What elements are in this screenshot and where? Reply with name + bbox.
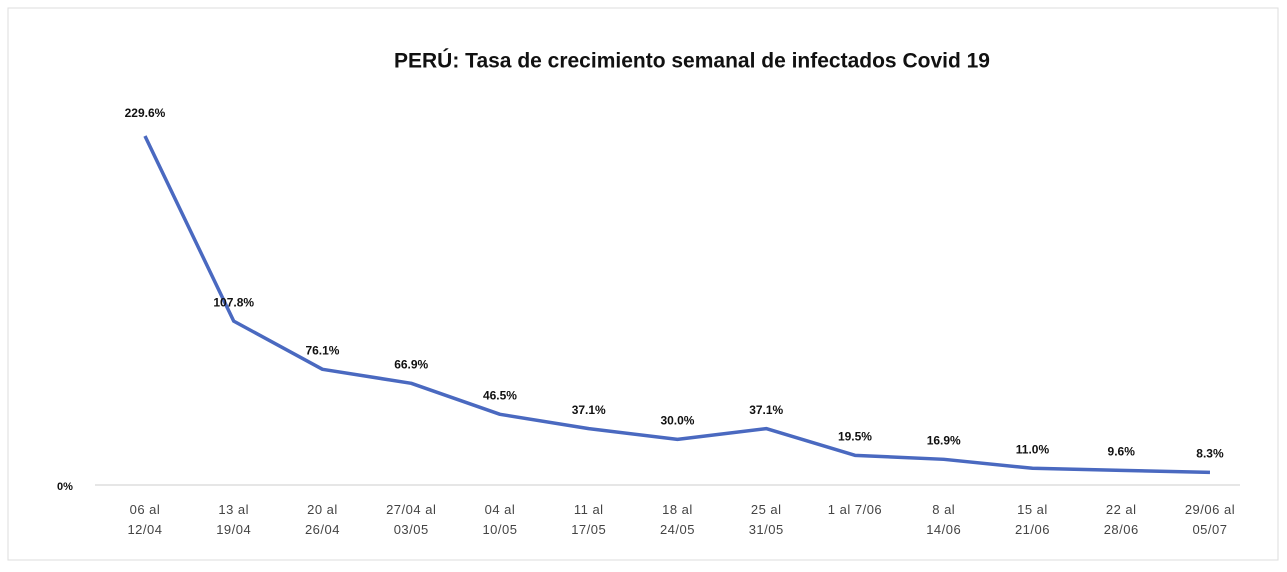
x-tick-label: 29/06 al 05/07 [1184,502,1236,537]
data-label: 76.1% [305,343,339,357]
data-label: 16.9% [927,433,961,447]
x-tick-label: 04 al 10/05 [482,502,518,537]
data-label: 107.8% [213,295,254,309]
data-label: 19.5% [838,430,872,444]
x-tick-label: 11 al 17/05 [571,502,607,537]
x-tick-label: 15 al 21/06 [1014,502,1050,537]
data-label: 8.3% [1196,447,1224,461]
data-label: 9.6% [1108,445,1136,459]
x-tick-label: 20 al 26/04 [304,502,340,537]
chart-border [7,7,1279,561]
x-tick-label: 22 al 28/06 [1103,502,1139,537]
x-tick-label: 25 al 31/05 [748,502,784,537]
data-label: 11.0% [1016,442,1050,456]
chart-title: PERÚ: Tasa de crecimiento semanal de inf… [394,49,990,73]
line [143,135,1211,475]
x-tick-label: 1 al 7/06 [827,502,883,517]
x-tick-label: 27/04 al 03/05 [386,502,437,537]
data-label: 229.6% [125,106,166,120]
x-tick-label: 8 al 14/06 [926,502,962,537]
data-label: 30.0% [660,414,694,428]
x-tick-label: 18 al 24/05 [659,502,695,537]
x-tick-label: 06 al 12/04 [127,502,163,537]
data-label: 37.1% [749,403,783,417]
data-label: 46.5% [483,388,517,402]
data-label: 66.9% [394,357,428,371]
y-tick-label: 0% [57,481,73,493]
data-label: 37.1% [572,403,606,417]
x-tick-label: 13 al 19/04 [216,502,252,537]
